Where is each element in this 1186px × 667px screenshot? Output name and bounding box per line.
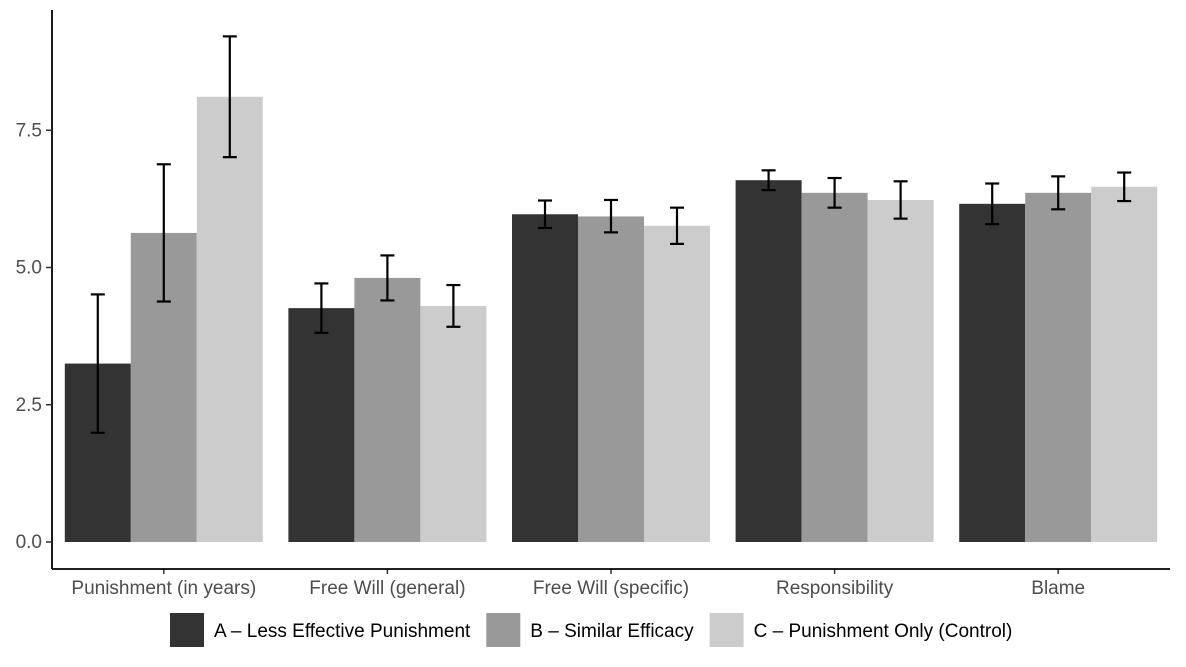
bar-1-1 (354, 277, 421, 542)
legend-swatch-2 (709, 613, 744, 647)
legend-label-0: A – Less Effective Punishment (214, 621, 471, 642)
y-tick-label-0: 0.0 (16, 532, 42, 553)
legend-swatch-1 (486, 613, 521, 647)
legend-label-2: C – Punishment Only (Control) (754, 621, 1013, 642)
bar-2-1 (578, 216, 644, 542)
bar-1-2 (420, 305, 487, 542)
bar-1-0 (288, 308, 355, 542)
bar-4-2 (1091, 186, 1158, 542)
bar-0-2 (196, 96, 263, 543)
bar-4-1 (1025, 192, 1092, 542)
bar-3-1 (801, 192, 868, 542)
x-tick-label-3: Responsibility (776, 578, 894, 599)
bar-3-2 (867, 199, 934, 542)
y-tick-label-2: 5.0 (16, 258, 42, 279)
bar-2-0 (512, 214, 578, 542)
legend-label-1: B – Similar Efficacy (530, 621, 694, 642)
x-tick-label-1: Free Will (general) (309, 578, 465, 599)
bar-4-0 (959, 203, 1026, 543)
bar-3-0 (735, 180, 802, 543)
y-tick-label-1: 2.5 (16, 395, 42, 416)
bar-2-2 (644, 225, 710, 542)
x-tick-label-0: Punishment (in years) (71, 578, 256, 599)
legend-swatch-0 (170, 613, 204, 647)
x-tick-label-2: Free Will (specific) (533, 578, 689, 599)
x-tick-label-4: Blame (1031, 578, 1085, 599)
y-tick-label-3: 7.5 (16, 120, 42, 141)
